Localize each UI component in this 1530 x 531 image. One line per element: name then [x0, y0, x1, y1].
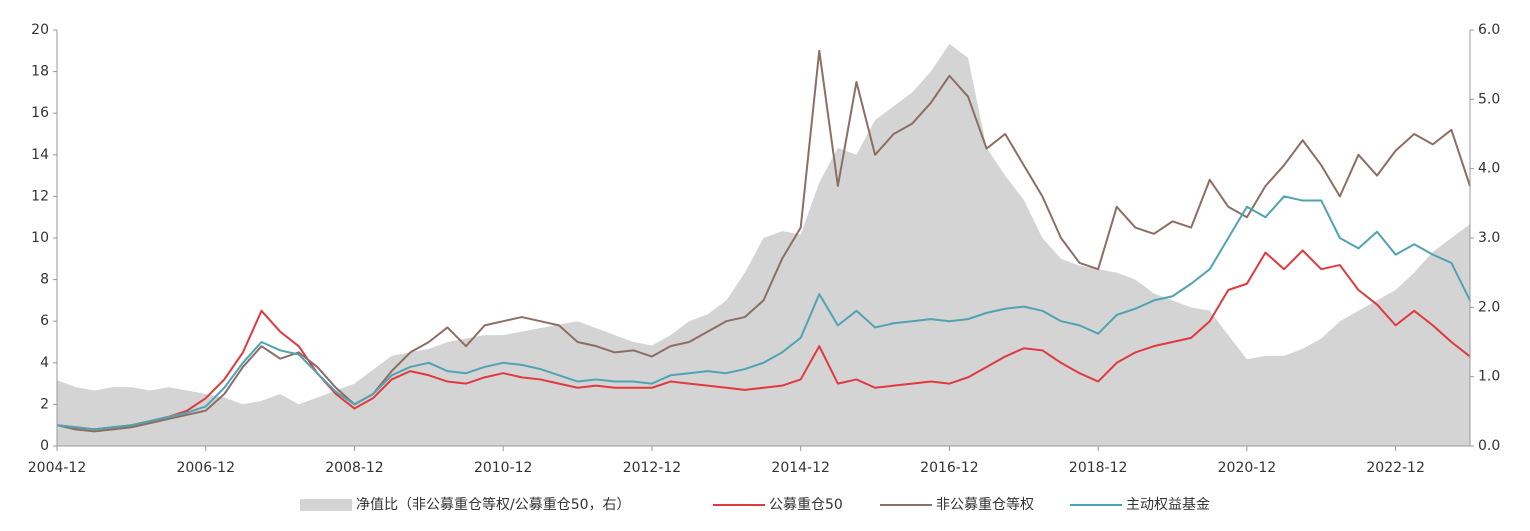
x-tick-label: 2022-12	[1366, 460, 1425, 476]
x-tick-label: 2012-12	[623, 460, 682, 476]
y-tick-label: 10	[31, 230, 49, 246]
x-tick-label: 2008-12	[325, 460, 384, 476]
line	[56, 249, 1471, 431]
x-tick-label: 2020-12	[1218, 460, 1277, 476]
y-tick-label: 12	[31, 188, 49, 204]
y-tick-label: 20	[31, 22, 49, 38]
y-tick-label: 8	[40, 272, 49, 288]
y2-tick-label: 2.0	[1478, 299, 1500, 315]
legend-label: 净值比（非公募重仓等权/公募重仓50，右）	[356, 496, 631, 513]
y2-tick-label: 4.0	[1478, 161, 1500, 177]
y-tick-label: 18	[31, 64, 49, 80]
y2-tick-label: 3.0	[1478, 230, 1500, 246]
legend-label: 非公募重仓等权	[936, 496, 1034, 513]
y2-tick-label: 1.0	[1478, 369, 1500, 385]
x-tick-label: 2016-12	[920, 460, 979, 476]
legend-label: 主动权益基金	[1126, 496, 1210, 513]
line	[56, 195, 1471, 431]
x-tick-label: 2004-12	[28, 460, 87, 476]
x-tick-label: 2018-12	[1069, 460, 1128, 476]
y-tick-label: 6	[40, 313, 49, 329]
legend-swatch	[300, 499, 352, 511]
y2-tick-label: 6.0	[1478, 22, 1500, 38]
y-tick-label: 16	[31, 105, 49, 121]
x-tick-label: 2010-12	[474, 460, 533, 476]
y-tick-label: 14	[31, 147, 49, 163]
x-tick-label: 2014-12	[771, 460, 830, 476]
y2-tick-label: 5.0	[1478, 91, 1500, 107]
line	[56, 49, 1471, 433]
y-tick-label: 2	[40, 396, 49, 412]
legend-label: 公募重仓50	[769, 497, 843, 513]
y-tick-label: 0	[40, 438, 49, 454]
y-tick-label: 4	[40, 355, 49, 371]
area	[57, 43, 1470, 446]
x-tick-label: 2006-12	[176, 460, 235, 476]
y2-tick-label: 0.0	[1478, 438, 1500, 454]
